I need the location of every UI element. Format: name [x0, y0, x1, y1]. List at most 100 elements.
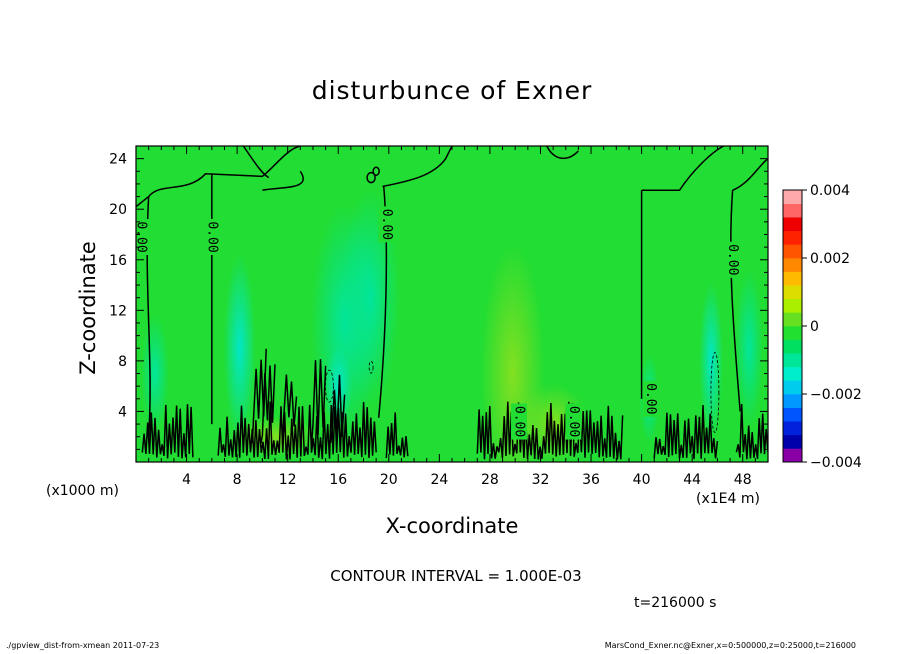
- field-blob: [140, 313, 169, 434]
- colorbar-segment: [783, 230, 802, 245]
- contour-label: 0.00: [204, 221, 219, 252]
- surface-contour: [735, 403, 768, 460]
- y-tick-label: 8: [118, 354, 127, 370]
- negative-contour: [368, 360, 374, 374]
- zero-contour-line: [136, 146, 301, 208]
- x-tick-label: 4: [182, 472, 191, 488]
- surface-contour: [329, 374, 346, 444]
- contour-label: 0.00: [134, 221, 149, 252]
- colorbar-tick-label: −0.002: [810, 387, 862, 403]
- colorbar-tick-label: 0.002: [810, 251, 850, 267]
- colorbar-segment: [783, 271, 802, 286]
- contour-labels: 0.00 0.00 0.00 0.00 0.00 0.00 0.00: [134, 206, 741, 440]
- colorbar-segment: [783, 434, 802, 449]
- contour-label-bg: [510, 403, 527, 440]
- contour-label: 0.00: [725, 244, 740, 275]
- field-blob: [339, 187, 400, 408]
- y-tick-label: 16: [109, 253, 127, 269]
- colorbar-segment: [783, 244, 802, 259]
- colorbar-segment: [783, 407, 802, 422]
- colorbar-segment: [783, 217, 802, 232]
- surface-contour: [653, 404, 719, 460]
- colorbar-segment: [783, 258, 802, 272]
- field-blob: [699, 280, 724, 441]
- x-tick-label: 24: [430, 472, 448, 488]
- y-axis-ticks: 4 8 12 16 20 24: [109, 145, 768, 450]
- x-tick-label: 40: [633, 472, 651, 488]
- x-tick-label: 16: [329, 472, 347, 488]
- colorbar-segment: [783, 298, 802, 313]
- zero-contour-line: [366, 171, 376, 184]
- contour-label-bg: [565, 403, 582, 440]
- contour-label-bg: [378, 206, 395, 243]
- colorbar-segment: [783, 448, 802, 463]
- x-axis-label: X-coordinate: [385, 514, 519, 538]
- x-tick-label: 48: [734, 472, 752, 488]
- zero-contour-line: [382, 146, 453, 188]
- contour-label: 0.00: [643, 383, 658, 414]
- contour-label: 0.00: [566, 406, 581, 437]
- zero-contour-line: [641, 146, 725, 191]
- time-stamp: t=216000 s: [634, 595, 717, 611]
- zero-contour-line: [262, 170, 304, 191]
- surface-contour: [217, 401, 377, 460]
- colorbar-segment: [783, 312, 802, 327]
- contour-label: 0.00: [379, 209, 394, 240]
- x-tick-label: 44: [683, 472, 701, 488]
- field-blob: [480, 243, 545, 462]
- surface-contour: [385, 412, 409, 459]
- surface-contour: [141, 404, 194, 459]
- colorbar-segment: [783, 421, 802, 436]
- field-blob: [223, 253, 256, 444]
- colorbar-tick-label: 0: [810, 319, 819, 335]
- zero-contour-line: [372, 166, 380, 177]
- negative-contour: [324, 369, 334, 403]
- colorbar-segment: [783, 326, 802, 340]
- colorbar-segment: [783, 394, 802, 408]
- field-blob: [735, 268, 764, 429]
- surface-contour: [476, 401, 624, 460]
- x-tick-label: 20: [380, 472, 398, 488]
- zero-contour-line: [732, 158, 768, 191]
- zero-contour-line: [546, 146, 579, 160]
- footer-script-info: ./gpview_dist-from-xmean 2011-07-23: [6, 641, 160, 650]
- y-tick-label: 24: [109, 152, 127, 168]
- colorbar-segment: [783, 285, 802, 300]
- plot-area: 0.00 0.00 0.00 0.00 0.00 0.00 0.00: [134, 145, 769, 463]
- zero-contour-line: [242, 146, 270, 179]
- zero-contour-line: [730, 190, 741, 412]
- colorbar-segment: [783, 339, 802, 354]
- x-scale-label: (x1E4 m): [696, 491, 760, 507]
- colorbar: 0.004 0.002 0 −0.002 −0.004: [782, 183, 862, 471]
- x-axis-ticks: 4 8 12 16 20 24 28 32 36 40 44 48: [135, 146, 769, 488]
- colorbar-segment: [783, 366, 802, 381]
- y-tick-label: 20: [109, 202, 127, 218]
- negative-contour: [710, 352, 720, 433]
- footer-data-source: MarsCond_Exner.nc@Exner,x=0:500000,z=0:2…: [604, 641, 856, 650]
- y-tick-label: 12: [109, 303, 127, 319]
- x-tick-label: 32: [532, 472, 550, 488]
- colorbar-segment: [783, 203, 802, 218]
- colorbar-segment: [783, 380, 802, 395]
- colorbar-tick-label: −0.004: [810, 455, 862, 471]
- contour-label-bg: [136, 219, 150, 256]
- contour-interval-text: CONTOUR INTERVAL = 1.000E-03: [330, 567, 582, 585]
- contour-label-bg: [642, 380, 659, 417]
- x-unit-label: (x1000 m): [46, 483, 119, 499]
- colorbar-segment: [783, 353, 802, 368]
- colorbar-segment: [783, 190, 802, 204]
- colorbar-tick-label: 0.004: [810, 183, 850, 199]
- x-tick-label: 12: [279, 472, 297, 488]
- x-tick-label: 36: [582, 472, 600, 488]
- chart-title: disturbunce of Exner: [311, 76, 593, 105]
- y-tick-label: 4: [118, 404, 127, 420]
- surface-contour: [310, 359, 327, 444]
- contour-label-bg: [203, 219, 220, 256]
- contour-label: 0.00: [511, 406, 526, 437]
- x-tick-label: 28: [481, 472, 499, 488]
- x-tick-label: 8: [233, 472, 242, 488]
- surface-contour: [281, 374, 298, 444]
- contour-label-bg: [724, 241, 741, 278]
- surface-contour: [260, 364, 276, 444]
